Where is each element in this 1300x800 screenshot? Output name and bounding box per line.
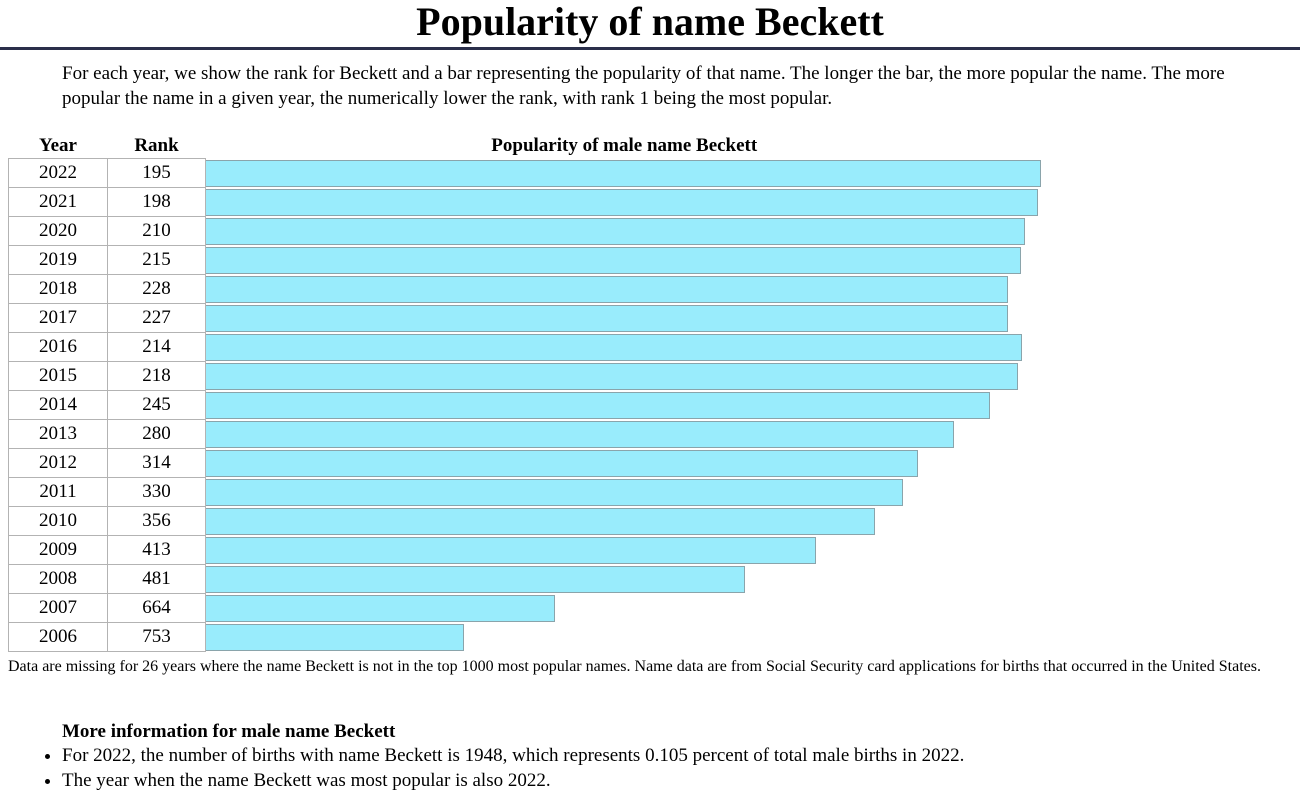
- popularity-column-header: Popularity of male name Beckett: [491, 134, 758, 156]
- page-title: Popularity of name Beckett: [416, 0, 884, 44]
- popularity-bar: [205, 623, 464, 651]
- bar-cell: [205, 333, 1044, 362]
- rank-cell: 215: [107, 245, 206, 275]
- bar-cell: [205, 391, 1044, 420]
- year-column-header: Year: [39, 134, 77, 156]
- popularity-table: Year Rank Popularity of male name Becket…: [8, 133, 1044, 652]
- rank-cell: 481: [107, 564, 206, 594]
- bar-cell: [205, 449, 1044, 478]
- year-cell: 2008: [8, 564, 108, 594]
- bar-cell: [205, 159, 1044, 188]
- rank-cell: 413: [107, 535, 206, 565]
- popularity-bar: [205, 159, 1041, 187]
- data-footnote: Data are missing for 26 years where the …: [8, 658, 1261, 675]
- popularity-bar: [205, 275, 1008, 303]
- bar-cell: [205, 420, 1044, 449]
- rank-cell: 314: [107, 448, 206, 478]
- rank-cell: 664: [107, 593, 206, 623]
- table-row: 2020 210: [8, 216, 1044, 246]
- popularity-bar: [205, 420, 954, 448]
- rank-cell: 280: [107, 419, 206, 449]
- year-cell: 2016: [8, 332, 108, 362]
- year-cell: 2019: [8, 245, 108, 275]
- table-row: 2007 664: [8, 593, 1044, 623]
- table-row: 2019 215: [8, 245, 1044, 275]
- more-info-heading: More information for male name Beckett: [62, 721, 396, 742]
- bar-cell: [205, 536, 1044, 565]
- bar-cell: [205, 507, 1044, 536]
- table-row: 2010 356: [8, 506, 1044, 536]
- year-cell: 2018: [8, 274, 108, 304]
- table-row: 2022 195: [8, 158, 1044, 188]
- year-cell: 2007: [8, 593, 108, 623]
- rank-cell: 330: [107, 477, 206, 507]
- table-row: 2011 330: [8, 477, 1044, 507]
- rank-cell: 214: [107, 332, 206, 362]
- intro-paragraph: For each year, we show the rank for Beck…: [62, 63, 1225, 109]
- rank-column-header: Rank: [134, 134, 179, 156]
- table-header-row: Year Rank Popularity of male name Becket…: [9, 133, 1044, 159]
- list-item: For 2022, the number of births with name…: [62, 743, 964, 768]
- rank-cell: 198: [107, 187, 206, 217]
- year-cell: 2010: [8, 506, 108, 536]
- year-cell: 2006: [8, 622, 108, 652]
- table-row: 2017 227: [8, 303, 1044, 333]
- table-row: 2014 245: [8, 390, 1044, 420]
- bar-cell: [205, 594, 1044, 623]
- year-cell: 2015: [8, 361, 108, 391]
- title-divider: [0, 47, 1300, 50]
- year-cell: 2021: [8, 187, 108, 217]
- bar-cell: [205, 362, 1044, 391]
- more-info-list: For 2022, the number of births with name…: [20, 743, 964, 793]
- popularity-bar: [205, 565, 745, 593]
- table-row: 2015 218: [8, 361, 1044, 391]
- list-item: The year when the name Beckett was most …: [62, 768, 964, 793]
- popularity-bar: [205, 362, 1018, 390]
- popularity-bar: [205, 246, 1021, 274]
- year-cell: 2020: [8, 216, 108, 246]
- table-row: 2012 314: [8, 448, 1044, 478]
- rank-cell: 356: [107, 506, 206, 536]
- bar-cell: [205, 275, 1044, 304]
- popularity-bar: [205, 333, 1022, 361]
- popularity-bar: [205, 304, 1008, 332]
- bar-cell: [205, 188, 1044, 217]
- table-row: 2009 413: [8, 535, 1044, 565]
- table-row: 2008 481: [8, 564, 1044, 594]
- year-cell: 2009: [8, 535, 108, 565]
- rank-cell: 210: [107, 216, 206, 246]
- year-cell: 2013: [8, 419, 108, 449]
- table-row: 2006 753: [8, 622, 1044, 652]
- popularity-bar: [205, 594, 555, 622]
- popularity-bar: [205, 449, 918, 477]
- year-cell: 2011: [8, 477, 108, 507]
- popularity-bar: [205, 217, 1025, 245]
- rank-cell: 218: [107, 361, 206, 391]
- table-row: 2018 228: [8, 274, 1044, 304]
- bar-cell: [205, 304, 1044, 333]
- bar-cell: [205, 565, 1044, 594]
- year-cell: 2014: [8, 390, 108, 420]
- bar-cell: [205, 478, 1044, 507]
- rank-cell: 227: [107, 303, 206, 333]
- rank-cell: 228: [107, 274, 206, 304]
- popularity-bar: [205, 391, 990, 419]
- table-row: 2021 198: [8, 187, 1044, 217]
- rank-cell: 195: [107, 158, 206, 188]
- bar-cell: [205, 246, 1044, 275]
- table-row: 2016 214: [8, 332, 1044, 362]
- year-cell: 2022: [8, 158, 108, 188]
- table-row: 2013 280: [8, 419, 1044, 449]
- year-cell: 2017: [8, 303, 108, 333]
- popularity-bar: [205, 536, 816, 564]
- year-cell: 2012: [8, 448, 108, 478]
- popularity-bar: [205, 478, 903, 506]
- table-body: 2022 195 2021 198 2020 210 2019 215 2018 228 2017 2…: [8, 158, 1044, 652]
- bar-cell: [205, 623, 1044, 652]
- popularity-bar: [205, 507, 875, 535]
- popularity-bar: [205, 188, 1038, 216]
- rank-cell: 245: [107, 390, 206, 420]
- bar-cell: [205, 217, 1044, 246]
- rank-cell: 753: [107, 622, 206, 652]
